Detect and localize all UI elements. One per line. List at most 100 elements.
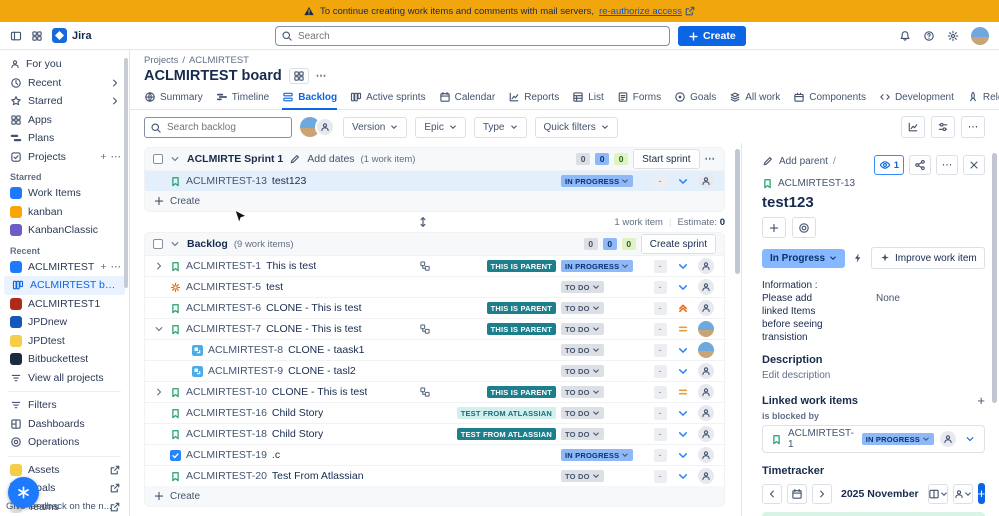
assignee-avatar[interactable] — [698, 384, 714, 400]
assignee-avatar[interactable] — [698, 447, 714, 463]
work-item-row[interactable]: ACLMIRTEST-5 test TO DO - — [145, 276, 724, 297]
assignee-avatar[interactable] — [698, 426, 714, 442]
toolbar-more-button[interactable]: ⋯ — [961, 116, 985, 138]
tab-all-work[interactable]: All work — [729, 87, 780, 110]
hierarchy-link-icon[interactable] — [417, 260, 433, 272]
work-item-row[interactable]: ACLMIRTEST-18 Child Story TEST FROM ATLASS… — [145, 423, 724, 444]
sidebar-item-plans[interactable]: Plans — [0, 129, 129, 148]
start-sprint-button[interactable]: Start sprint — [633, 149, 700, 169]
backlog-select-checkbox[interactable] — [153, 239, 163, 249]
assignee-avatar[interactable] — [698, 279, 714, 295]
sidebar-item-for-you[interactable]: For you — [0, 55, 129, 74]
sidebar-item-operations[interactable]: Operations — [0, 433, 129, 452]
add-linked-item-button[interactable]: + — [977, 393, 985, 408]
share-button[interactable] — [909, 155, 931, 175]
estimate-badge[interactable]: - — [653, 259, 667, 273]
status-lozenge[interactable]: IN PROGRESS — [561, 175, 634, 188]
hierarchy-link-icon[interactable] — [417, 323, 433, 335]
add-icon[interactable]: + — [100, 260, 107, 273]
chevron-down-icon[interactable] — [153, 323, 165, 335]
collapse-sidebar-icon[interactable] — [10, 30, 22, 42]
sprint-create-button[interactable]: Create — [145, 191, 724, 211]
sidebar-item-assets[interactable]: Assets — [0, 461, 129, 480]
sidebar-project-kanbanclassic[interactable]: KanbanClassic — [0, 221, 129, 240]
work-item-row[interactable]: ACLMIRTEST-8 CLONE - taask1 TO DO - — [145, 339, 724, 360]
sidebar-item-filters[interactable]: Filters — [0, 396, 129, 415]
chevron-down-icon[interactable] — [169, 153, 181, 165]
tab-development[interactable]: Development — [879, 87, 954, 110]
insights-button[interactable] — [901, 116, 925, 138]
linked-item-key[interactable]: ACLMIRTEST-1 — [788, 428, 854, 450]
assignee-avatar[interactable] — [698, 405, 714, 421]
sidebar-project-kanban[interactable]: kanban — [0, 203, 129, 222]
work-item-row[interactable]: ACLMIRTEST-7 CLONE - This is test THIS IS … — [145, 318, 724, 339]
sidebar-item-projects[interactable]: Projects + ⋯ — [0, 148, 129, 167]
prev-period-button[interactable] — [762, 483, 782, 504]
sidebar-project-aclmirtest1[interactable]: ACLMIRTEST1 — [0, 295, 129, 314]
work-item-row[interactable]: ACLMIRTEST-16 Child Story TEST FROM ATLASS… — [145, 402, 724, 423]
tab-calendar[interactable]: Calendar — [439, 87, 495, 110]
assignee-avatar[interactable] — [698, 468, 714, 484]
status-lozenge[interactable]: TO DO — [561, 386, 604, 399]
assignee-avatar[interactable] — [698, 321, 714, 337]
status-lozenge[interactable]: TO DO — [561, 281, 604, 294]
breadcrumb-project[interactable]: ACLMIRTEST — [188, 55, 249, 66]
improve-work-item-button[interactable]: Improve work item — [871, 247, 985, 269]
status-lozenge[interactable]: IN PROGRESS — [561, 260, 634, 273]
more-icon[interactable]: ⋯ — [110, 260, 122, 273]
work-item-row[interactable]: ACLMIRTEST-10 CLONE - This is test THIS IS… — [145, 381, 724, 402]
sidebar-project-view-all-projects[interactable]: View all projects — [0, 369, 129, 388]
filter-avatar-unassigned[interactable] — [315, 117, 335, 137]
status-lozenge[interactable]: TO DO — [561, 344, 604, 357]
next-period-button[interactable] — [812, 483, 832, 504]
assignee-avatar[interactable] — [698, 300, 714, 316]
sidebar-item-apps[interactable]: Apps — [0, 111, 129, 130]
app-switcher-icon[interactable] — [31, 30, 43, 42]
user-filter-dropdown[interactable] — [952, 483, 973, 504]
close-panel-button[interactable] — [963, 155, 985, 175]
panel-scrollbar[interactable] — [992, 153, 997, 403]
panel-more-button[interactable]: ⋯ — [936, 155, 958, 175]
create-button[interactable]: Create — [678, 26, 746, 46]
reauthorize-link[interactable]: re-authorize access — [599, 5, 696, 17]
chevron-right-icon[interactable] — [153, 386, 165, 398]
sidebar-project-aclmirtest-board[interactable]: ACLMIRTEST board — [4, 276, 125, 295]
settings-icon[interactable] — [947, 30, 959, 42]
linked-item-status[interactable]: IN PROGRESS — [861, 433, 934, 445]
breadcrumb-projects[interactable]: Projects — [144, 55, 179, 66]
sprint-select-checkbox[interactable] — [153, 154, 163, 164]
tab-timeline[interactable]: Timeline — [216, 87, 269, 110]
tab-components[interactable]: Components — [793, 87, 866, 110]
status-lozenge[interactable]: TO DO — [561, 470, 604, 483]
chevron-down-icon[interactable] — [169, 238, 181, 250]
add-time-button[interactable]: + — [977, 483, 986, 504]
global-search-input[interactable] — [275, 26, 670, 46]
filter-dropdown-type[interactable]: Type — [473, 116, 527, 138]
assignee-avatar[interactable] — [698, 363, 714, 379]
linked-work-item[interactable]: ACLMIRTEST-1 IN PROGRESS — [762, 425, 985, 453]
add-parent-button[interactable]: Add parent / — [762, 155, 836, 167]
assignee-avatar[interactable] — [698, 173, 714, 189]
backlog-create-button[interactable]: Create — [145, 486, 724, 506]
more-icon[interactable]: ⋯ — [110, 150, 122, 163]
work-item-row[interactable]: ACLMIRTEST-13 test123 IN PROGRESS - — [145, 170, 724, 191]
estimate-badge[interactable]: - — [653, 301, 667, 315]
chevron-right-icon[interactable] — [153, 260, 165, 272]
backlog-name[interactable]: Backlog — [187, 238, 228, 250]
add-dates-link[interactable]: Add dates — [307, 153, 355, 165]
drag-handle-icon[interactable] — [417, 216, 429, 228]
board-switcher-button[interactable] — [288, 68, 309, 84]
sidebar-project-jpdnew[interactable]: JPDnew — [0, 313, 129, 332]
hierarchy-link-icon[interactable] — [417, 386, 433, 398]
work-item-row[interactable]: ACLMIRTEST-6 CLONE - This is test THIS IS … — [145, 297, 724, 318]
estimate-badge[interactable]: - — [653, 280, 667, 294]
tab-list[interactable]: List — [572, 87, 604, 110]
sidebar-item-starred[interactable]: Starred — [0, 92, 129, 111]
notifications-icon[interactable] — [899, 30, 911, 42]
add-button[interactable] — [762, 217, 786, 238]
configure-button[interactable] — [792, 217, 816, 238]
sidebar-item-recent[interactable]: Recent — [0, 74, 129, 93]
edit-description[interactable]: Edit description — [762, 370, 831, 381]
status-dropdown[interactable]: In Progress — [762, 248, 846, 268]
estimate-badge[interactable]: - — [653, 385, 667, 399]
